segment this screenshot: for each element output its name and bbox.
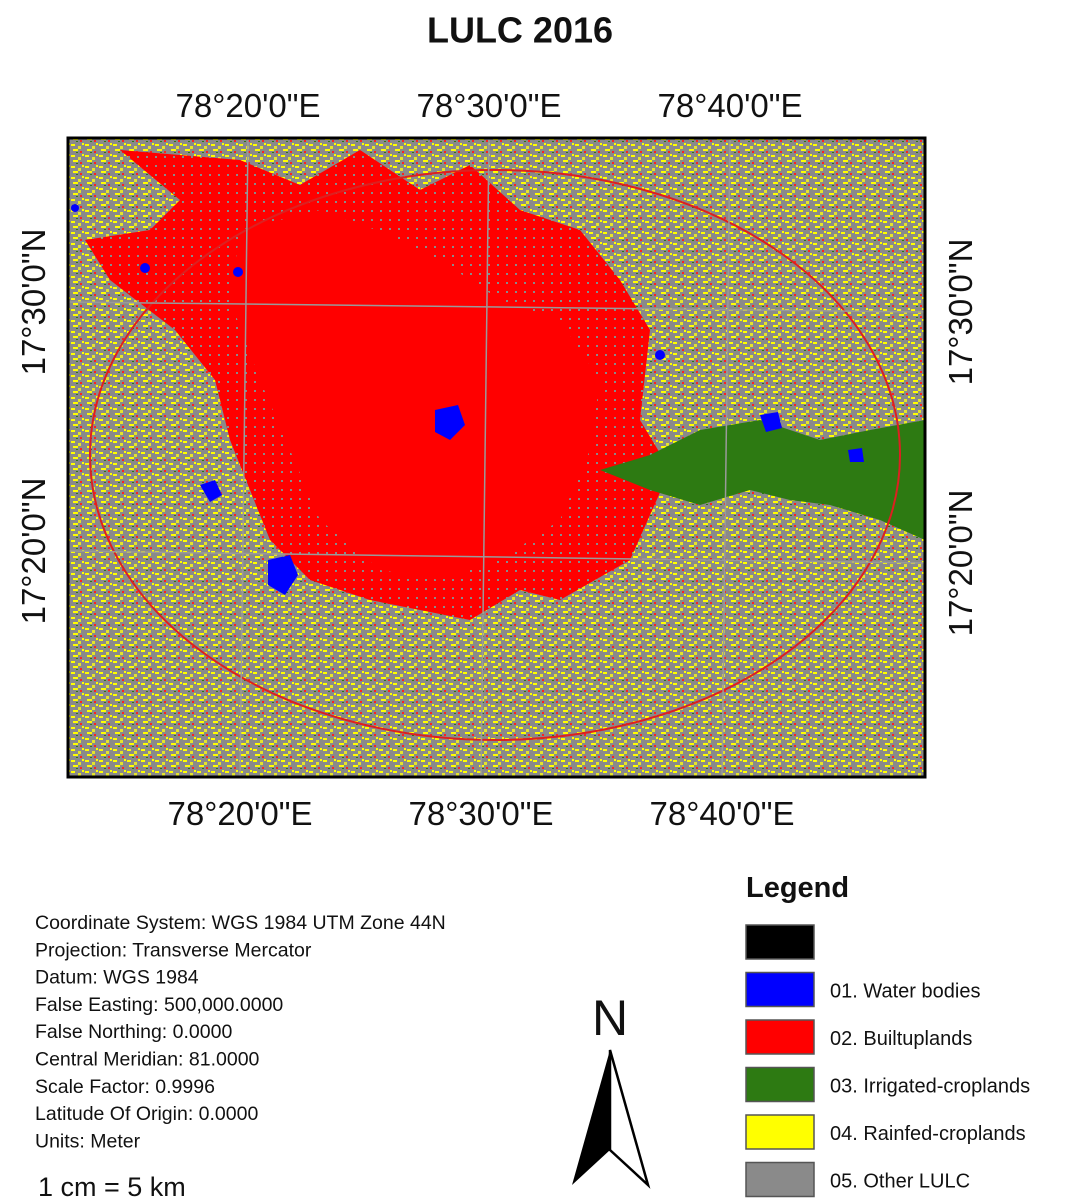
north-letter: N bbox=[592, 990, 628, 1046]
right-label: 17°20'0"N bbox=[942, 490, 979, 637]
scale-text: 1 cm = 5 km bbox=[38, 1172, 186, 1202]
map-title: LULC 2016 bbox=[427, 10, 613, 51]
info-line: Units: Meter bbox=[35, 1130, 141, 1152]
map-layout: LULC 2016 78°20'0"E 78°30'0"E 78°40'0"E … bbox=[0, 0, 1078, 1203]
legend-swatch bbox=[746, 1020, 814, 1054]
top-label: 78°30'0"E bbox=[417, 87, 562, 124]
legend-swatch bbox=[746, 1163, 814, 1197]
legend-swatch bbox=[746, 1115, 814, 1149]
right-label: 17°30'0"N bbox=[942, 239, 979, 386]
legend-label: 03. Irrigated-croplands bbox=[830, 1076, 1030, 1098]
lake bbox=[71, 204, 79, 212]
bottom-label: 78°30'0"E bbox=[409, 795, 554, 832]
left-label: 17°30'0"N bbox=[15, 229, 52, 376]
lake bbox=[233, 267, 243, 277]
info-line: Coordinate System: WGS 1984 UTM Zone 44N bbox=[35, 912, 446, 934]
bottom-label: 78°20'0"E bbox=[168, 795, 313, 832]
north-arrow-left bbox=[572, 1050, 610, 1185]
legend-swatch bbox=[746, 1068, 814, 1102]
lake bbox=[140, 263, 150, 273]
legend-swatch bbox=[746, 925, 814, 959]
lake bbox=[848, 448, 864, 462]
legend-label: 04. Rainfed-croplands bbox=[830, 1123, 1026, 1145]
bottom-label: 78°40'0"E bbox=[650, 795, 795, 832]
info-line: Scale Factor: 0.9996 bbox=[35, 1076, 215, 1098]
legend-swatch bbox=[746, 973, 814, 1007]
legend-title: Legend bbox=[746, 872, 849, 904]
legend: 01. Water bodies 02. Builtuplands 03. Irri… bbox=[746, 925, 1030, 1197]
legend-label: 02. Builtuplands bbox=[830, 1028, 972, 1050]
legend-label: 01. Water bodies bbox=[830, 981, 980, 1003]
info-line: Latitude Of Origin: 0.0000 bbox=[35, 1103, 258, 1125]
info-line: False Easting: 500,000.0000 bbox=[35, 994, 283, 1016]
info-line: False Northing: 0.0000 bbox=[35, 1021, 232, 1043]
info-line: Central Meridian: 81.0000 bbox=[35, 1049, 260, 1071]
top-label: 78°20'0"E bbox=[176, 87, 321, 124]
left-label: 17°20'0"N bbox=[15, 478, 52, 625]
top-label: 78°40'0"E bbox=[658, 87, 803, 124]
projection-info: Coordinate System: WGS 1984 UTM Zone 44N… bbox=[35, 912, 446, 1152]
legend-label: 05. Other LULC bbox=[830, 1171, 970, 1193]
lake bbox=[655, 350, 665, 360]
north-arrow-right bbox=[610, 1050, 648, 1185]
info-line: Projection: Transverse Mercator bbox=[35, 939, 312, 961]
info-line: Datum: WGS 1984 bbox=[35, 967, 199, 989]
map-raster bbox=[68, 138, 925, 777]
